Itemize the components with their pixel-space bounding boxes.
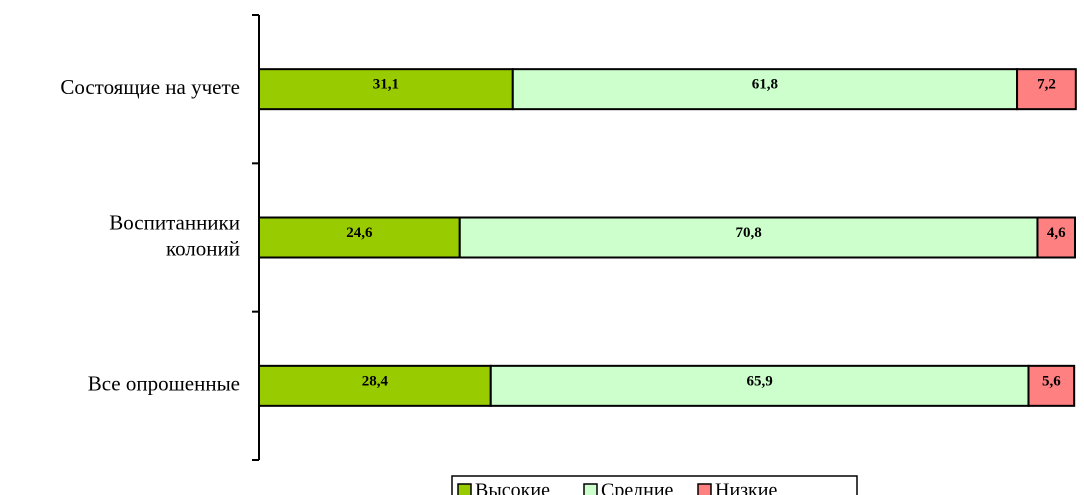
- bar-segment: [458, 216, 1039, 259]
- data-label: 61,8: [752, 77, 778, 93]
- bar-segment: [1036, 216, 1076, 259]
- data-label: 24,6: [346, 225, 373, 241]
- y-tick-label: Состоящие на учете: [60, 75, 240, 99]
- legend-swatch: [697, 483, 712, 495]
- bar-segment: [1016, 68, 1077, 111]
- bar-segment: [511, 68, 1019, 111]
- data-label: 65,9: [746, 373, 772, 389]
- data-label: 5,6: [1042, 373, 1061, 389]
- bar-segment: [258, 364, 492, 407]
- legend-label: Низкие: [715, 480, 777, 495]
- legend-swatch: [457, 483, 472, 495]
- y-tick-label: Воспитанники колоний: [109, 210, 240, 260]
- legend-label: Средние: [601, 480, 674, 495]
- data-label: 31,1: [373, 77, 399, 93]
- legend-box: [451, 475, 858, 495]
- data-label: 70,8: [735, 225, 761, 241]
- data-label: 7,2: [1037, 77, 1056, 93]
- legend-label: Высокие: [475, 480, 550, 495]
- data-label: 28,4: [362, 373, 389, 389]
- bar-segment: [1027, 364, 1076, 407]
- data-label: 4,6: [1047, 225, 1066, 241]
- bar-segment: [489, 364, 1030, 407]
- legend-swatch: [583, 483, 598, 495]
- y-tick-label: Все опрошенные: [88, 372, 240, 396]
